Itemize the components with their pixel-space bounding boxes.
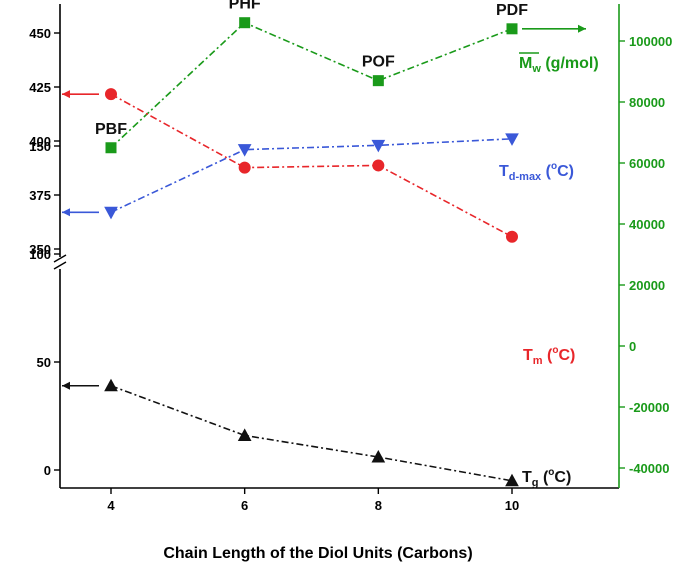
series-line-tg — [110, 385, 513, 482]
x-tick-label: 4 — [107, 498, 115, 513]
axis-break-mark — [53, 261, 67, 270]
data-point — [105, 88, 117, 101]
left-tick-label: 150 — [29, 139, 51, 154]
right-tick-label: -40000 — [629, 461, 669, 476]
series-layer — [62, 17, 586, 487]
series-label-tm: Tm (oC) — [523, 345, 575, 367]
series-line-td — [110, 138, 513, 214]
data-point — [505, 473, 519, 487]
left-tick-label: 400 — [29, 134, 51, 149]
axis-break-mark — [53, 254, 67, 263]
right-tick-label: 80000 — [629, 95, 665, 110]
axis-arrow-head — [62, 208, 70, 217]
left-tick-label: 425 — [29, 80, 51, 95]
data-point — [505, 133, 519, 146]
data-point — [105, 142, 117, 154]
point-label: POF — [362, 54, 395, 71]
x-tick-label: 8 — [375, 498, 382, 513]
right-tick-label: 20000 — [629, 278, 665, 293]
data-point — [506, 230, 518, 243]
right-tick-label: 60000 — [629, 156, 665, 171]
data-point — [372, 75, 384, 87]
series-line-mw — [110, 21, 513, 149]
axis-arrow-head — [62, 381, 70, 390]
data-point — [237, 428, 252, 441]
right-tick-label: 40000 — [629, 217, 665, 232]
left-tick-label: 0 — [44, 463, 51, 478]
x-tick-label: 10 — [505, 498, 519, 513]
data-point — [238, 161, 251, 174]
axes — [53, 4, 620, 489]
point-label: PBF — [95, 121, 127, 138]
axis-arrow-head — [578, 24, 586, 33]
left-tick-label: 50 — [37, 355, 51, 370]
data-point — [371, 449, 386, 463]
series-label-td: Td-max (oC) — [499, 161, 574, 183]
point-label: PDF — [496, 2, 528, 19]
series-label-mw: Mw (g/mol) — [519, 55, 599, 75]
right-tick-label: 100000 — [629, 34, 672, 49]
ticks: 4 6 8 10050100150350375400425450-40000-2000… — [29, 26, 672, 513]
left-tick-label: 100 — [29, 247, 51, 262]
x-axis-title: Chain Length of the Diol Units (Carbons) — [163, 545, 472, 562]
left-tick-label: 375 — [29, 188, 51, 203]
left-tick-label: 450 — [29, 26, 51, 41]
x-tick-label: 6 — [241, 498, 248, 513]
data-point — [371, 139, 386, 153]
data-point — [372, 159, 385, 172]
left-tick-label: 350 — [29, 242, 51, 257]
data-point — [506, 23, 518, 35]
axis-arrow-head — [62, 90, 70, 99]
data-point — [239, 17, 251, 29]
labels-layer: Mw (g/mol) Td-max (oC) Tm (oC) Tg (oC) PBF PH… — [95, 0, 599, 489]
right-tick-label: -20000 — [629, 400, 669, 415]
data-point — [104, 206, 118, 220]
right-tick-label: 0 — [629, 339, 636, 354]
data-point — [237, 144, 252, 157]
series-label-tg: Tg (oC) — [522, 467, 571, 489]
series-line-tm — [110, 93, 513, 238]
point-label: PHF — [229, 0, 261, 13]
data-point — [104, 378, 118, 392]
